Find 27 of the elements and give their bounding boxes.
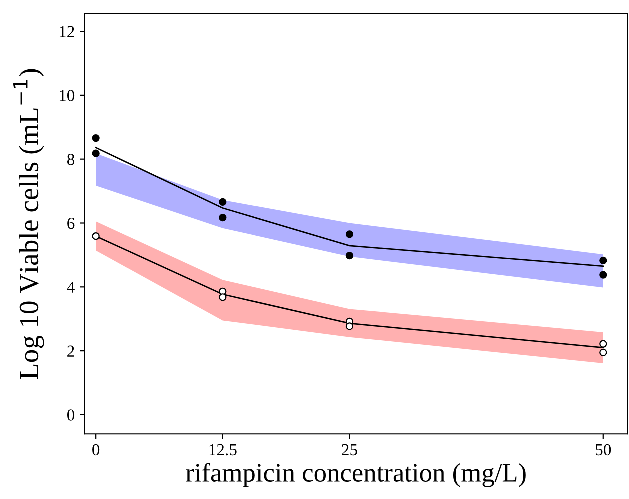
- x-axis-title: rifampicin concentration (mg/L): [186, 463, 526, 488]
- point: [219, 214, 227, 222]
- point: [600, 271, 608, 279]
- point: [600, 256, 608, 264]
- y-tick-label: 4: [67, 282, 75, 293]
- y-tick-label: 0: [67, 410, 75, 421]
- point: [92, 150, 100, 158]
- y-axis-title: Log 10 Viable cells (mL$^{−1}$): [14, 69, 44, 380]
- point: [346, 322, 354, 330]
- x-tick-label: 0: [92, 444, 100, 456]
- point: [92, 134, 100, 142]
- x-tick-label: 25: [342, 444, 358, 456]
- x-tick-label: 12.5: [210, 444, 237, 456]
- y-tick-label: 10: [60, 90, 75, 102]
- y-tick-label: 12: [60, 26, 74, 38]
- point: [92, 232, 100, 240]
- point: [346, 230, 354, 238]
- point: [346, 252, 354, 260]
- y-tick-label: 2: [68, 346, 74, 357]
- y-tick-label: 8: [67, 154, 75, 166]
- point: [600, 348, 608, 356]
- line-series: [95, 147, 604, 268]
- x-tick-label: 50: [596, 444, 612, 456]
- point: [219, 294, 227, 302]
- point: [600, 340, 608, 348]
- point: [219, 198, 227, 206]
- y-tick-label: 6: [68, 218, 75, 230]
